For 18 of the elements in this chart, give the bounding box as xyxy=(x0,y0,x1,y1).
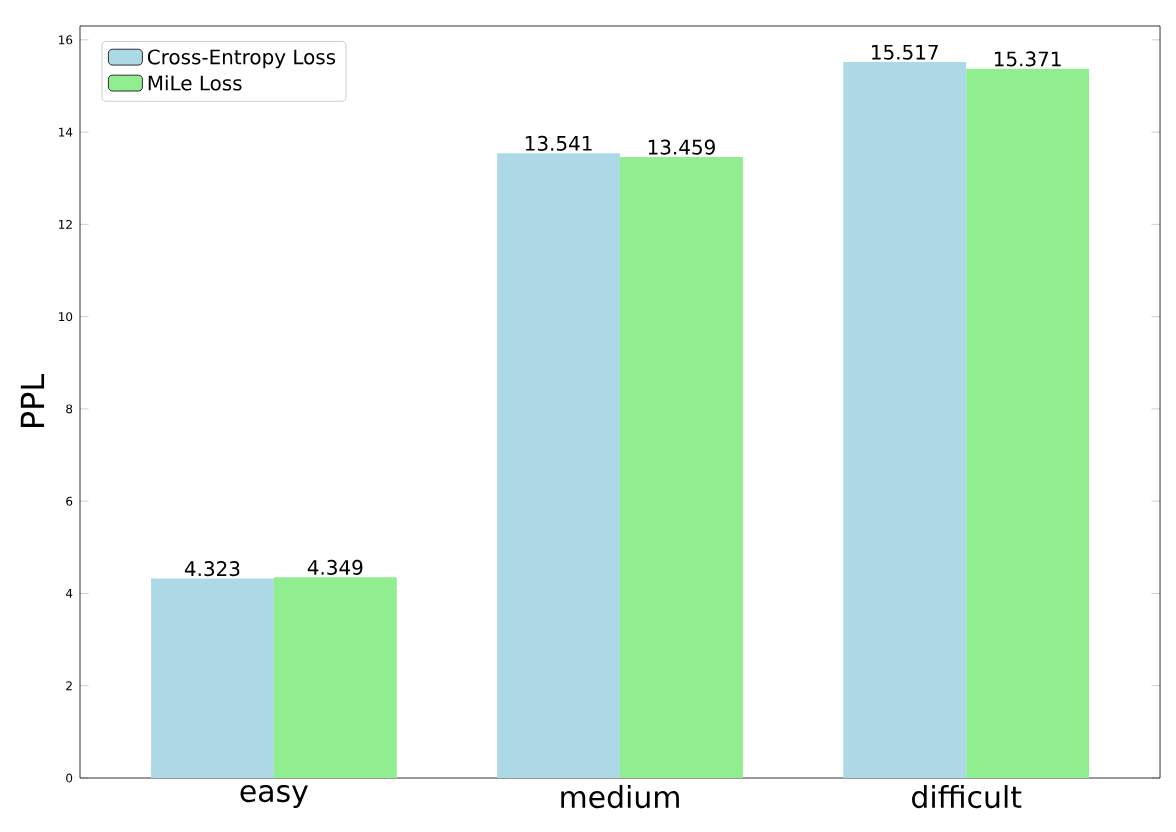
data-label: 4.349 xyxy=(307,559,363,575)
data-label: 4.323 xyxy=(184,561,240,577)
data-label: 15.517 xyxy=(872,44,938,60)
bar xyxy=(620,157,743,778)
legend-label: Cross-Entropy Loss xyxy=(147,49,336,69)
y-axis-title: PPL xyxy=(20,374,45,427)
legend-label: MiLe Loss xyxy=(148,75,242,91)
bar xyxy=(497,153,621,778)
bar xyxy=(966,68,1090,778)
bar xyxy=(843,62,967,778)
x-tick-label: medium xyxy=(561,785,679,809)
data-label: 13.459 xyxy=(648,139,715,155)
bar xyxy=(150,578,274,778)
bar xyxy=(273,577,397,778)
x-tick-label: difficult xyxy=(912,785,1022,809)
data-label: 15.371 xyxy=(994,51,1061,67)
x-tick-label: easy xyxy=(240,785,308,808)
data-label: 13.541 xyxy=(525,135,592,151)
